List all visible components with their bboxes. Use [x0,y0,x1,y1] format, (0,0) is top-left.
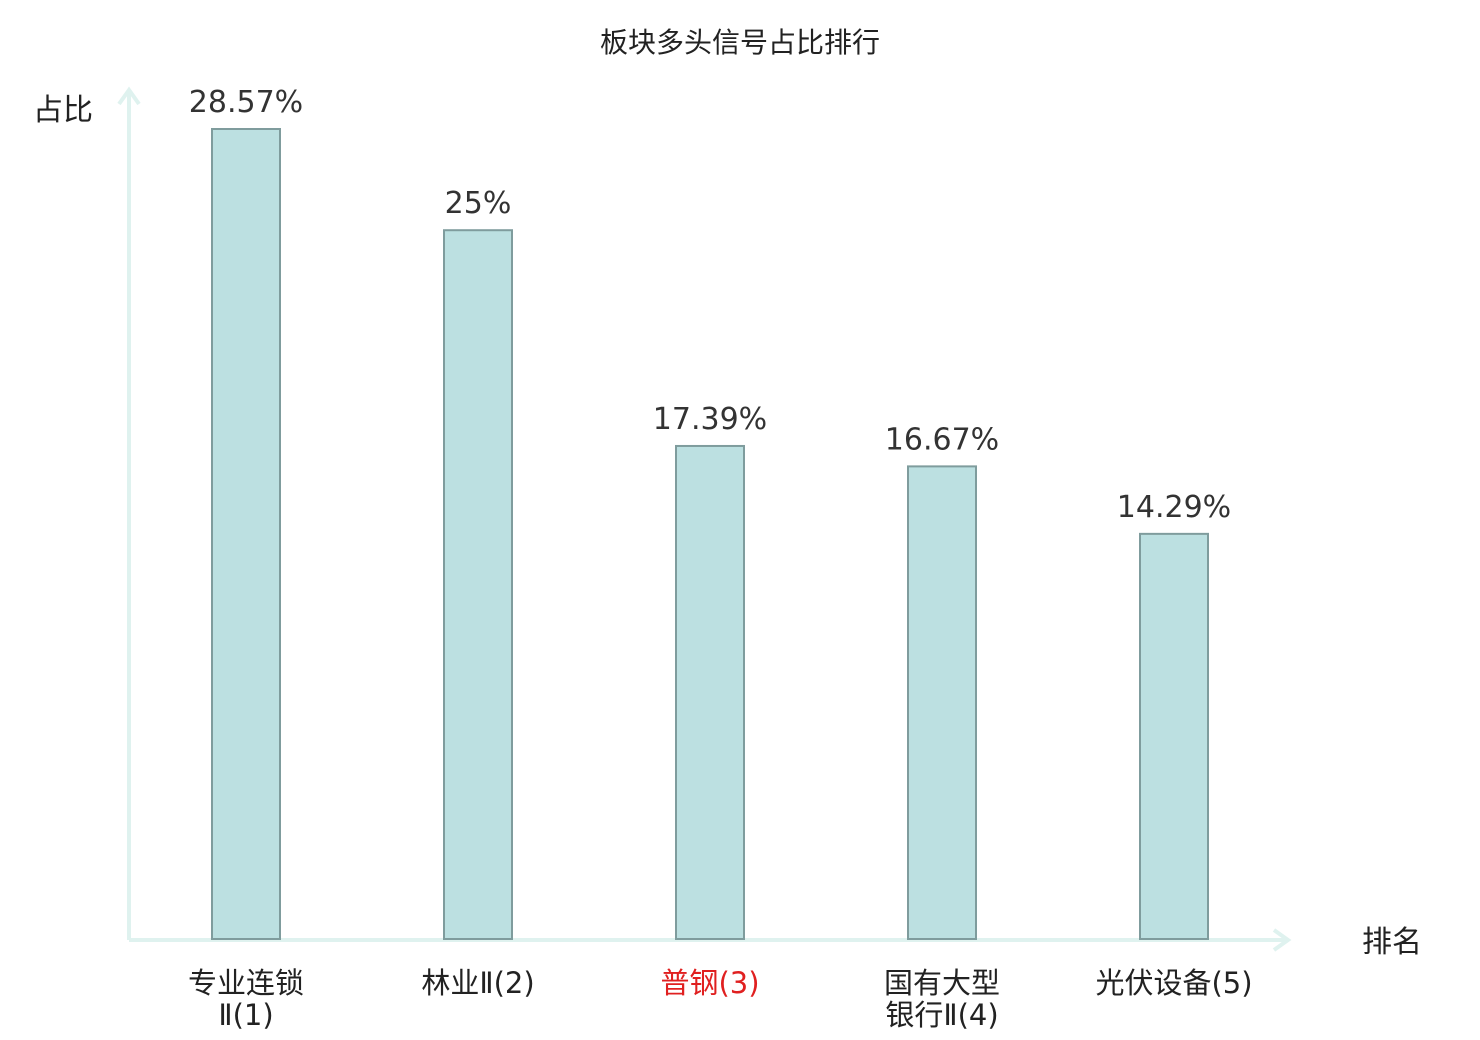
bar-3 [675,444,745,940]
chart-title: 板块多头信号占比排行 [600,26,880,59]
y-axis-arrow-icon [117,86,141,106]
x-axis-title: 排名 [1362,925,1422,960]
x-axis-arrow-icon [1272,928,1292,952]
category-label-2: 林业Ⅱ(2) [421,966,534,1000]
category-label-line: 银行Ⅱ(4) [885,998,998,1032]
value-labels-group: 28.57% 25% 17.39% 16.67% 14.29% [189,85,1231,525]
category-labels-group: 专业连锁 Ⅱ(1) 林业Ⅱ(2) 普钢(3) 国有大型银行Ⅱ(4) 光伏设备(5) [188,966,1253,1032]
bar-2 [443,229,513,941]
category-label-line: 国有大型 [884,966,1000,1000]
y-axis-title: 占比 [33,93,93,128]
value-label-4: 16.67% [885,422,999,457]
category-label-line: 专业连锁 [188,966,304,1000]
category-label-5: 光伏设备(5) [1095,966,1252,1000]
bar-1 [211,128,281,940]
category-label-line: 普钢(3) [660,966,759,1000]
value-label-1: 28.57% [189,85,303,120]
category-label-line: 光伏设备(5) [1095,966,1252,1000]
bars-group [211,128,1209,941]
bar-5 [1139,532,1209,940]
value-label-5: 14.29% [1117,490,1231,525]
bar-4 [907,465,977,940]
value-label-2: 25% [445,186,512,221]
category-label-3: 普钢(3) [660,966,759,1000]
category-label-line: 林业Ⅱ(2) [421,966,534,1000]
category-label-4: 国有大型银行Ⅱ(4) [884,966,1000,1032]
category-label-line: Ⅱ(1) [218,998,273,1032]
category-label-1: 专业连锁 Ⅱ(1) [188,966,304,1032]
value-label-3: 17.39% [653,402,767,437]
